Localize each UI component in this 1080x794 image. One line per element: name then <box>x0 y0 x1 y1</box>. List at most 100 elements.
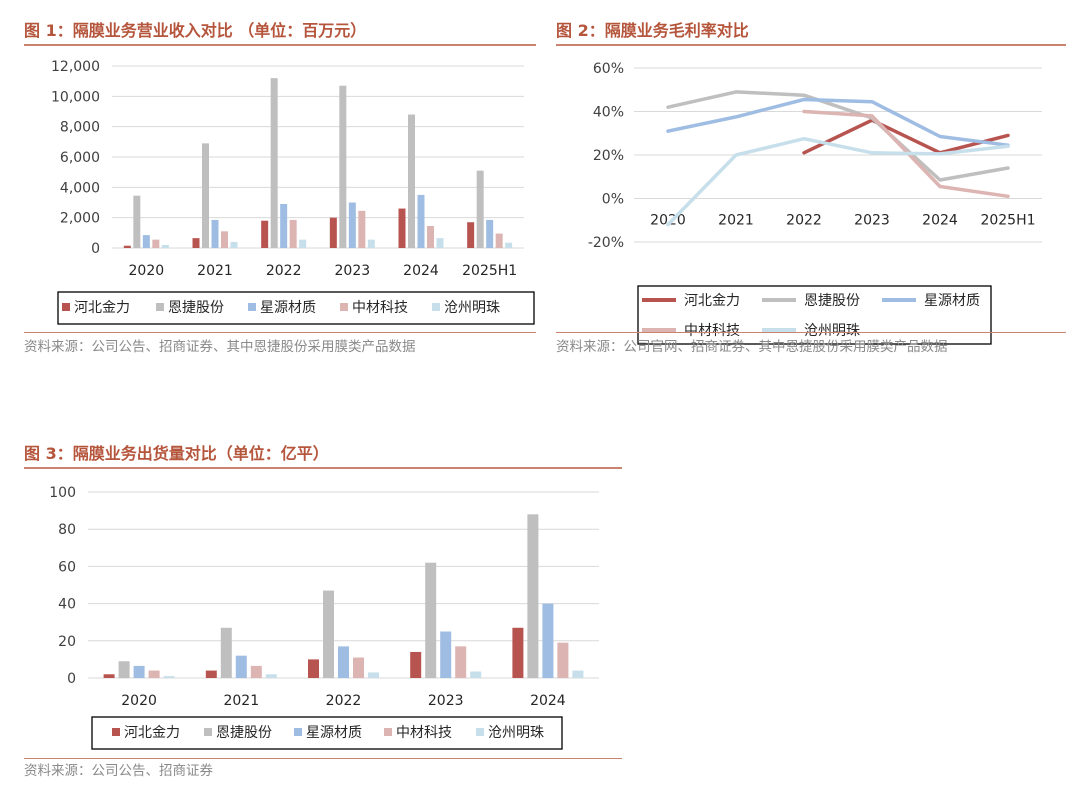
fig3-xtick-label: 2023 <box>428 693 464 709</box>
fig3-ytick-label: 40 <box>58 597 76 613</box>
fig1-legend-swatch-series-2 <box>156 303 164 311</box>
fig1-legend-swatch-series-3 <box>248 303 256 311</box>
figure-3-bottom-rule <box>24 758 622 759</box>
fig1-bar-series-3-2024 <box>417 194 425 248</box>
fig3-ytick-label: 80 <box>58 522 76 538</box>
fig3-bar-series-2-2022 <box>323 590 334 678</box>
fig1-ytick-label: 4,000 <box>60 180 100 196</box>
fig3-bar-series-4-2020 <box>148 670 160 678</box>
fig1-bar-series-1-2023 <box>329 217 337 248</box>
fig2-ytick-label: -20% <box>588 235 624 251</box>
fig3-bar-series-2-2024 <box>527 514 539 678</box>
fig1-ytick-label: 8,000 <box>60 120 100 136</box>
fig1-bar-series-2-2020 <box>133 195 141 248</box>
fig3-bar-series-5-2021 <box>265 674 277 678</box>
fig1-legend-swatch-series-4 <box>340 303 348 311</box>
fig2-xtick-label: 2025H1 <box>980 213 1035 229</box>
fig3-bar-series-3-2024 <box>542 603 554 678</box>
fig3-bar-series-2-2020 <box>118 661 130 678</box>
fig1-ytick-label: 2,000 <box>60 211 100 227</box>
fig1-ytick-label: 10,000 <box>51 89 100 105</box>
figure-2-title: 图 2：隔膜业务毛利率对比 <box>556 21 749 40</box>
fig1-bar-series-1-2022 <box>261 220 269 248</box>
fig1-bar-series-4-2023 <box>358 210 366 248</box>
figure-2-source: 资料来源：公司官网、招商证券、其中恩捷股份采用膜类产品数据 <box>556 339 948 355</box>
figure-1-chart: 0 2,000 4,000 6,000 8,000 10,000 12,000 2020 202… <box>51 59 535 325</box>
fig2-legend-label-series-2: 恩捷股份 <box>804 293 860 309</box>
fig1-bar-series-3-2023 <box>348 202 356 248</box>
fig1-ytick-label: 6,000 <box>60 150 100 166</box>
fig3-legend-label-series-2: 恩捷股份 <box>216 725 272 741</box>
fig3-legend-swatch-series-3 <box>294 728 302 736</box>
fig3-xtick-label: 2020 <box>121 693 157 709</box>
fig3-bar-series-4-2024 <box>557 642 569 678</box>
fig3-bar-series-4-2023 <box>455 646 467 678</box>
fig1-bar-series-2-2023 <box>339 85 347 248</box>
fig3-bar-series-5-2020 <box>163 676 175 678</box>
fig1-bar-series-4-2021 <box>221 231 228 248</box>
figure-3-source: 资料来源：公司公告、招商证券 <box>24 763 213 779</box>
fig1-bar-series-5-2023 <box>367 239 375 248</box>
fig1-bar-series-2-2022 <box>270 78 278 248</box>
fig1-bar-series-4-2022 <box>289 219 297 248</box>
fig3-legend-swatch-series-4 <box>384 728 392 736</box>
fig3-xtick-label: 2022 <box>326 693 362 709</box>
fig1-bar-series-4-2025H1 <box>495 233 503 248</box>
fig1-bar-series-1-2024 <box>398 208 406 248</box>
fig2-line-series-2 <box>666 90 1010 182</box>
fig3-bar-series-5-2023 <box>470 671 482 678</box>
fig1-bar-series-5-2020 <box>161 244 169 248</box>
fig1-bar-series-3-2025H1 <box>486 219 494 248</box>
fig1-ytick-label: 12,000 <box>51 59 100 75</box>
fig3-bar-series-3-2020 <box>133 665 145 678</box>
fig3-bar-series-3-2023 <box>440 631 452 678</box>
figure-2-bottom-rule <box>556 332 1066 333</box>
fig3-bar-series-5-2024 <box>572 670 584 678</box>
fig3-bar-series-1-2023 <box>410 651 422 678</box>
fig1-bar-series-4-2020 <box>152 239 160 248</box>
fig3-bar-series-2-2023 <box>425 562 437 678</box>
fig3-xtick-label: 2024 <box>530 693 566 709</box>
fig3-bar-series-4-2022 <box>353 657 364 678</box>
fig2-line-series-3 <box>666 97 1010 147</box>
fig1-bar-series-2-2021 <box>202 143 209 248</box>
fig1-ytick-label: 0 <box>91 241 100 257</box>
fig1-legend-swatch-series-5 <box>432 303 440 311</box>
figure-2: 图 2：隔膜业务毛利率对比 -20% 0% 20% 40% 60% 2020 2021 202… <box>556 20 1066 390</box>
fig1-bar-series-5-2022 <box>299 239 307 248</box>
fig3-ytick-label: 20 <box>58 634 76 650</box>
fig1-bar-series-1-2020 <box>123 245 131 248</box>
fig2-legend-label-series-4: 中材科技 <box>684 323 740 339</box>
fig1-bar-series-2-2024 <box>408 114 415 249</box>
fig1-xtick-label: 2020 <box>129 263 165 279</box>
fig3-legend-label-series-1: 河北金力 <box>124 725 180 741</box>
fig2-legend-label-series-1: 河北金力 <box>684 293 740 309</box>
fig1-legend-label-series-2: 恩捷股份 <box>168 300 224 316</box>
fig1-bar-series-3-2022 <box>280 204 288 248</box>
fig3-ytick-label: 0 <box>67 671 76 687</box>
fig2-legend-label-series-3: 星源材质 <box>924 293 980 309</box>
fig1-legend-label-series-3: 星源材质 <box>260 300 316 316</box>
fig2-ytick-label: 60% <box>593 61 624 77</box>
figure-1-bottom-rule <box>24 332 536 333</box>
fig1-xtick-label: 2024 <box>403 263 439 279</box>
fig1-legend-box <box>57 291 535 325</box>
fig1-bar-series-3-2021 <box>211 219 219 248</box>
fig3-bar-series-4-2021 <box>250 665 262 678</box>
fig1-legend-label-series-1: 河北金力 <box>74 300 130 316</box>
fig3-xtick-label: 2021 <box>223 693 259 709</box>
figure-3-top-rule <box>24 467 622 469</box>
fig1-bar-series-3-2020 <box>142 235 150 248</box>
fig3-bar-series-1-2021 <box>205 670 217 678</box>
fig3-ytick-label: 60 <box>58 559 76 575</box>
fig1-legend-label-series-4: 中材科技 <box>352 300 408 316</box>
fig1-bar-series-1-2021 <box>192 238 200 248</box>
figure-3-title: 图 3：隔膜业务出货量对比（单位：亿平） <box>24 444 329 463</box>
fig2-legend-label-series-5: 沧州明珠 <box>804 322 860 339</box>
fig2-line-series-4 <box>802 109 1010 199</box>
fig1-xtick-label: 2022 <box>266 263 302 279</box>
fig3-legend-swatch-series-5 <box>476 728 484 736</box>
fig1-xtick-label: 2025H1 <box>462 263 517 279</box>
fig3-legend-label-series-4: 中材科技 <box>396 725 452 741</box>
fig3-legend-box <box>91 716 563 750</box>
